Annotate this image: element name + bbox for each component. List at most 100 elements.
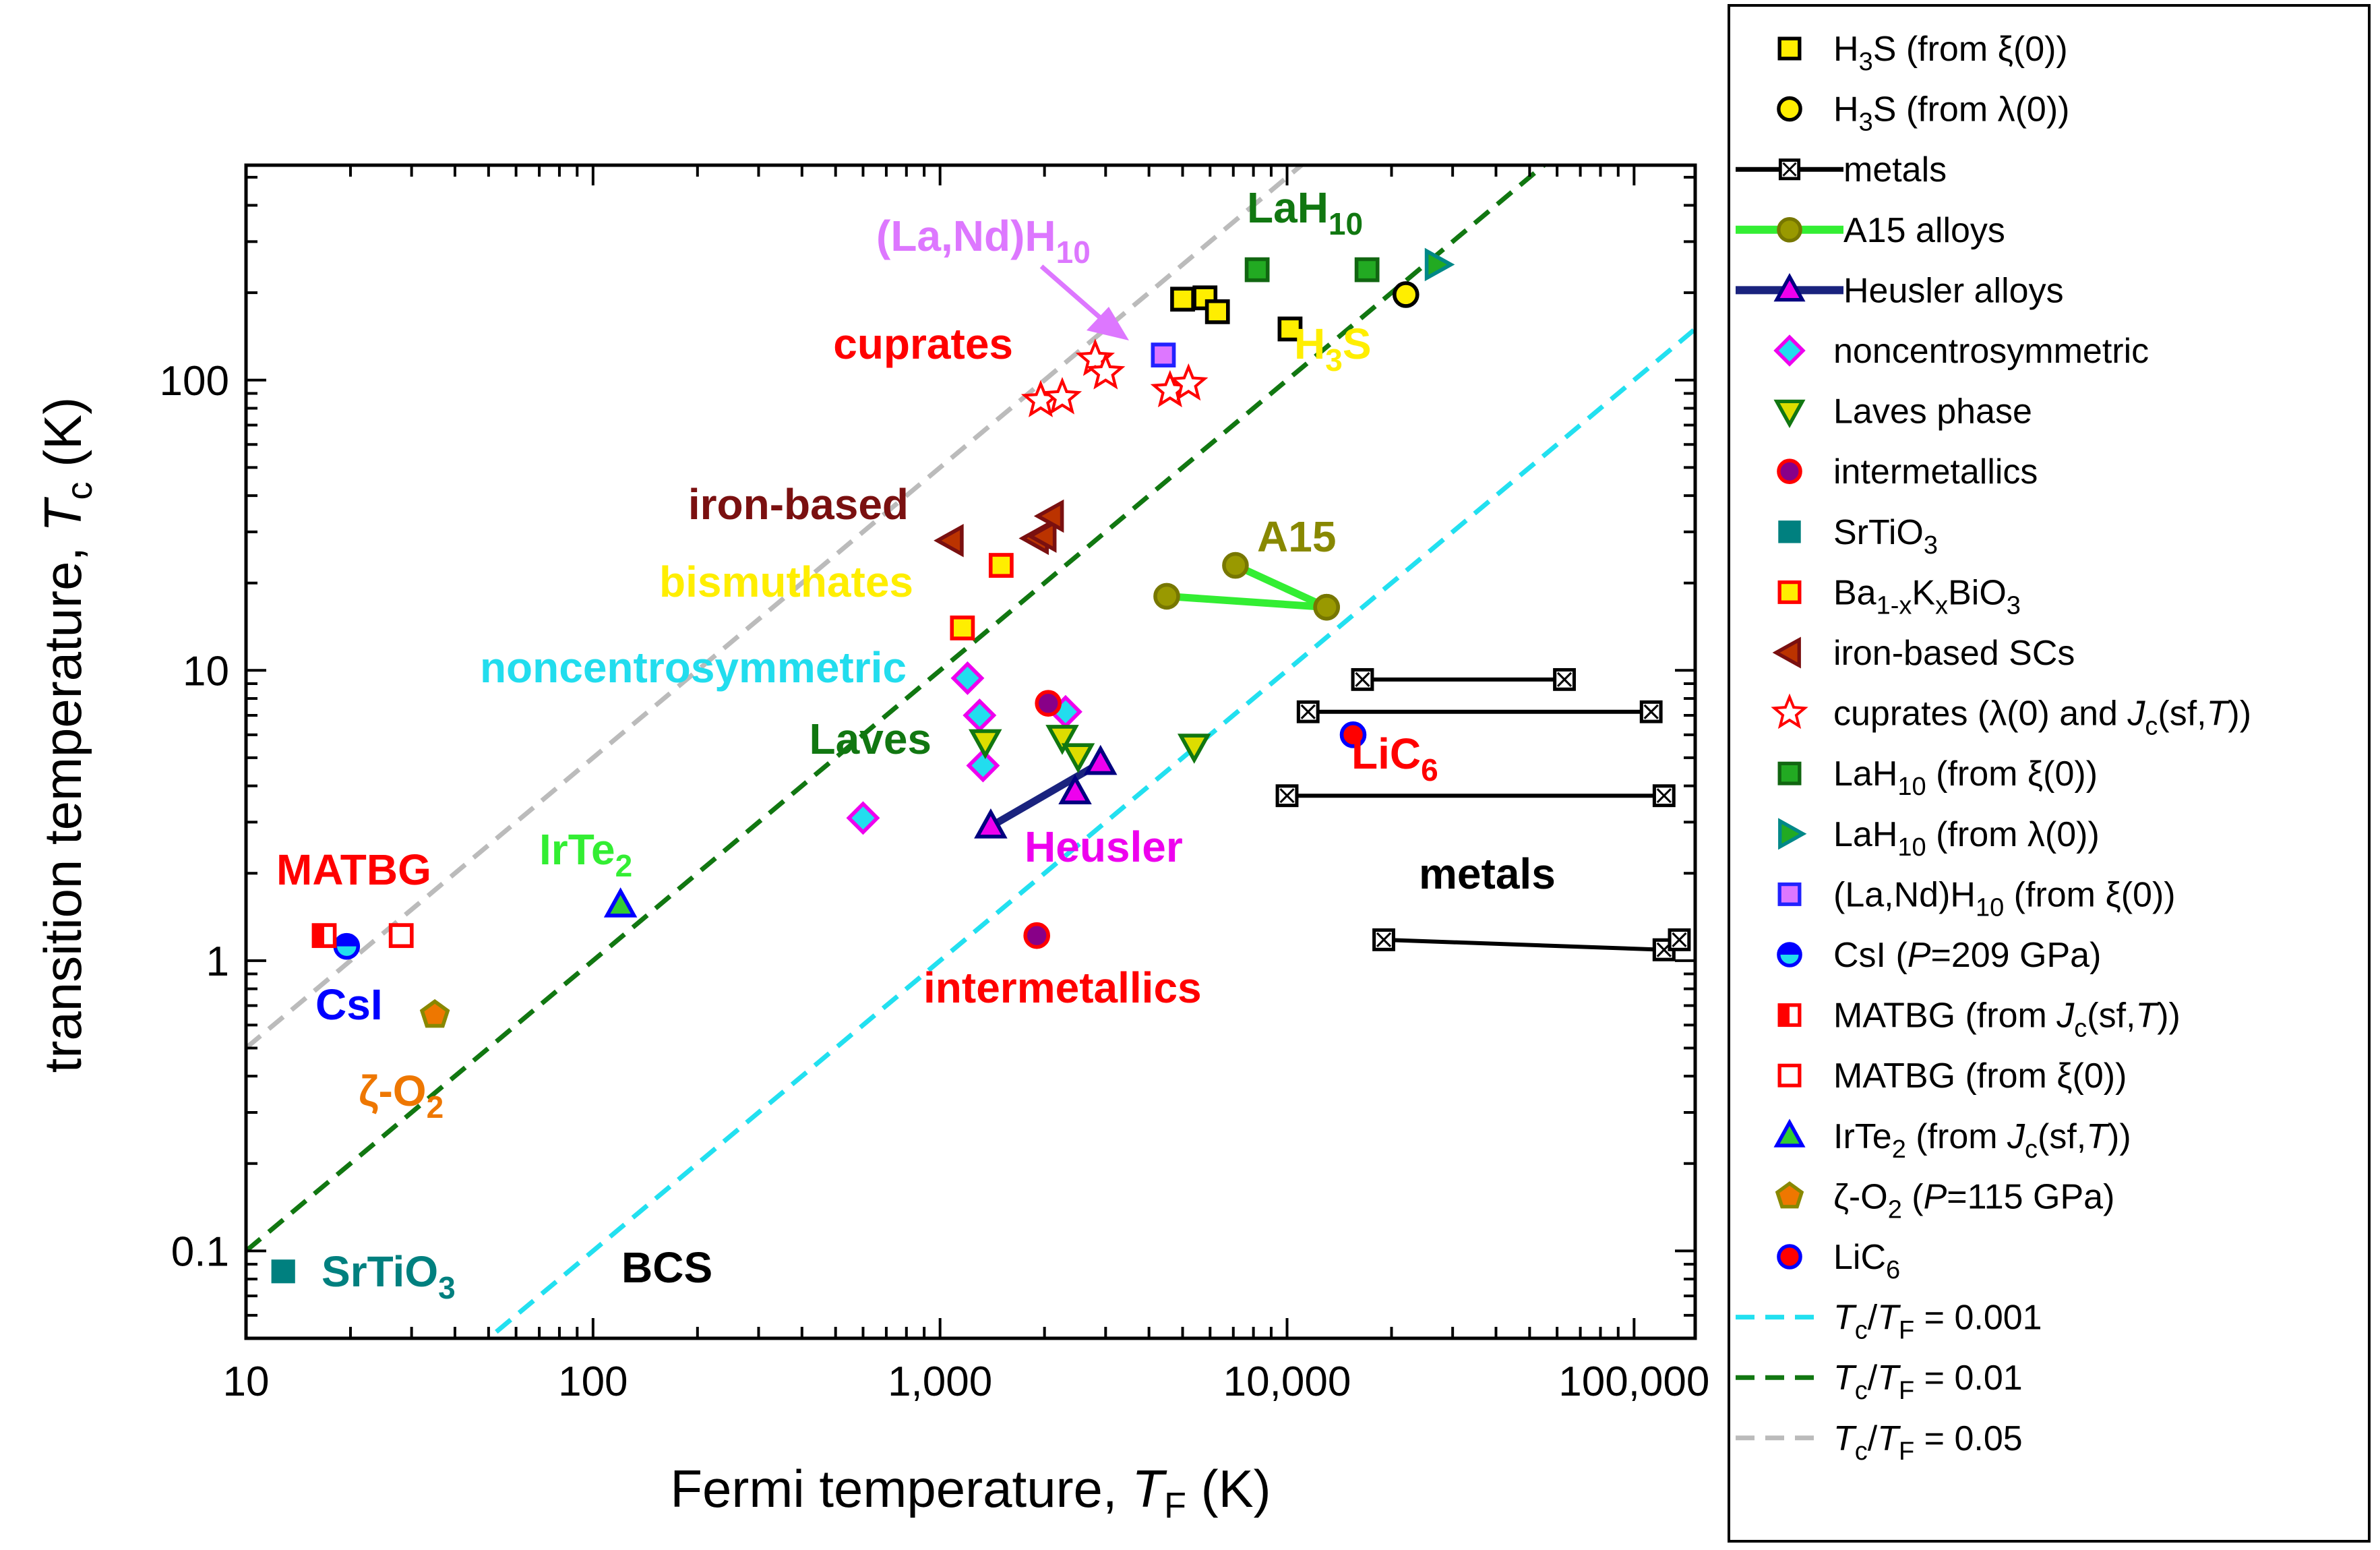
legend-item: ζ-O2 (P=115 GPa): [1775, 1177, 2114, 1224]
legend-item: LaH10 (from λ(0)): [1778, 815, 2100, 862]
point-o2-p-115-gpa: [419, 998, 450, 1028]
point-noncentrosymmetric: [966, 748, 1000, 783]
legend-label: H3S (from ξ(0)): [1833, 30, 2068, 76]
annotation-o2: ζ-O2: [359, 1067, 444, 1125]
point-iron-based-scs: [934, 524, 964, 558]
legend-label: CsI (P=209 GPa): [1833, 936, 2101, 975]
series-connector-lines: [989, 562, 1681, 952]
point-a15-alloys: [1313, 593, 1340, 621]
annotation-lic6: LiC6: [1351, 729, 1438, 787]
annotation-iron-based: iron-based: [688, 480, 909, 529]
y-tick-label: 0.1: [171, 1228, 229, 1275]
annotation-matbg: MATBG: [276, 845, 431, 894]
annotation-bismuthates: bismuthates: [659, 558, 913, 606]
legend-item: A15 alloys: [1736, 211, 2005, 250]
reference-line-tc-tf-0-001: [485, 327, 1695, 1338]
y-tick-label: 10: [183, 648, 229, 694]
connector-heusler-alloys: [989, 759, 1103, 830]
point-intermetallics: [1023, 922, 1050, 949]
point-srtio3: [271, 1259, 295, 1284]
legend-label: Tc/TF = 0.01: [1833, 1359, 2023, 1405]
legend-label: A15 alloys: [1843, 211, 2005, 250]
annotation-csi: CsI: [315, 980, 383, 1029]
legend-label: cuprates (λ(0) and Jc(sf,T)): [1833, 694, 2251, 741]
data-markers: [271, 247, 1691, 1284]
legend-marker: [1778, 818, 1807, 850]
annotation-bcs: BCS: [621, 1243, 712, 1292]
legend-label: Laves phase: [1833, 392, 2032, 431]
point-lah10-from-0: [1244, 257, 1270, 282]
legend-marker: [1777, 761, 1802, 785]
annotation-heusler: Heusler: [1025, 823, 1183, 871]
legend-marker: [1778, 520, 1801, 543]
legend-label: (La,Nd)H10 (from ξ(0)): [1833, 875, 2176, 922]
legend-item: intermetallics: [1777, 452, 2038, 491]
plot-frame: [244, 163, 1697, 1340]
point-a15-alloys: [1153, 583, 1180, 610]
point-lic6: [1339, 721, 1367, 748]
point-matbg-from-0: [388, 923, 414, 949]
point-ba1-xkxbio3: [988, 553, 1014, 578]
point-lah10-from-0: [1354, 257, 1380, 282]
legend-marker: [1777, 580, 1802, 604]
point-metals: [1639, 700, 1663, 723]
annotation-a15: A15: [1257, 512, 1336, 561]
legend-label: Tc/TF = 0.001: [1833, 1299, 2042, 1345]
annotation-noncentrosymmetric: noncentrosymmetric: [480, 643, 907, 692]
legend-item: SrTiO3: [1778, 513, 1938, 560]
point-laves-phase: [1045, 725, 1079, 755]
legend-label: SrTiO3: [1833, 513, 1938, 560]
legend-marker: [1775, 1181, 1804, 1209]
legend-marker: [1773, 1119, 1806, 1147]
legend-item: MATBG (from Jc(sf,T)): [1777, 996, 2180, 1043]
legend-item: Tc/TF = 0.05: [1736, 1419, 2023, 1466]
point-noncentrosymmetric: [950, 661, 985, 695]
point-cuprates-0-and-jc-sf-t: [1086, 352, 1126, 390]
legend-marker: [1777, 1244, 1802, 1270]
point-metals: [1372, 928, 1395, 951]
point-metals: [1275, 784, 1299, 808]
point-iron-based-scs: [1033, 499, 1064, 533]
legend-label: Tc/TF = 0.05: [1833, 1419, 2023, 1466]
reference-lines: [246, 165, 1695, 1338]
reference-line-tc-tf-0-01: [246, 165, 1548, 1253]
point-heusler-alloys: [1058, 774, 1092, 805]
legend-label: Ba1-xKxBiO3: [1833, 573, 2021, 620]
legend-marker: [1771, 693, 1808, 729]
legend-box: [1728, 4, 2371, 1543]
legend-item: cuprates (λ(0) and Jc(sf,T)): [1771, 693, 2251, 741]
legend-marker: [1777, 1063, 1802, 1087]
y-tick-label: 1: [206, 938, 229, 985]
legend-label: H3S (from λ(0)): [1833, 90, 2069, 137]
legend-item: MATBG (from ξ(0)): [1777, 1056, 2127, 1096]
legend-marker: [1773, 334, 1806, 367]
annotation-srtio3: SrTiO3: [322, 1247, 456, 1305]
connector-metals: [1383, 937, 1664, 952]
point-laves-phase: [1177, 734, 1211, 764]
legend-marker: [1777, 458, 1802, 485]
legend-marker: [1777, 942, 1802, 967]
x-tick-label: 10,000: [1223, 1359, 1351, 1405]
legend-item: CsI (P=209 GPa): [1777, 936, 2101, 975]
point-la-nd-h10-from-0: [1151, 342, 1176, 367]
legend-marker: [1777, 36, 1802, 61]
point-h3s-from-0: [1204, 299, 1230, 324]
point-irte2-from-jc-sf-t: [603, 887, 638, 918]
annotation-laves: Laves: [810, 715, 932, 763]
connector-a15-alloys: [1233, 562, 1329, 611]
legend-item: Tc/TF = 0.001: [1736, 1299, 2042, 1345]
legend-marker: [1777, 96, 1802, 122]
legend-item: LaH10 (from ξ(0)): [1777, 754, 2098, 801]
legend-label: LaH10 (from ξ(0)): [1833, 754, 2098, 801]
legend-label: noncentrosymmetric: [1833, 332, 2149, 371]
point-h3s-from-0: [1170, 287, 1195, 312]
point-iron-based-scs: [1026, 519, 1057, 553]
point-cuprates-0-and-jc-sf-t: [1042, 377, 1082, 415]
reference-line-tc-tf-0-05: [246, 165, 1306, 1050]
legend-marker: [1773, 399, 1806, 429]
legend-item: H3S (from λ(0)): [1777, 90, 2069, 137]
legend-item: LiC6: [1777, 1238, 1900, 1284]
legend: H3S (from ξ(0)) H3S (from λ(0)) metals A15 …: [1728, 4, 2371, 1543]
annotation-cuprates: cuprates: [833, 320, 1013, 368]
legend-item: metals: [1736, 150, 1947, 189]
